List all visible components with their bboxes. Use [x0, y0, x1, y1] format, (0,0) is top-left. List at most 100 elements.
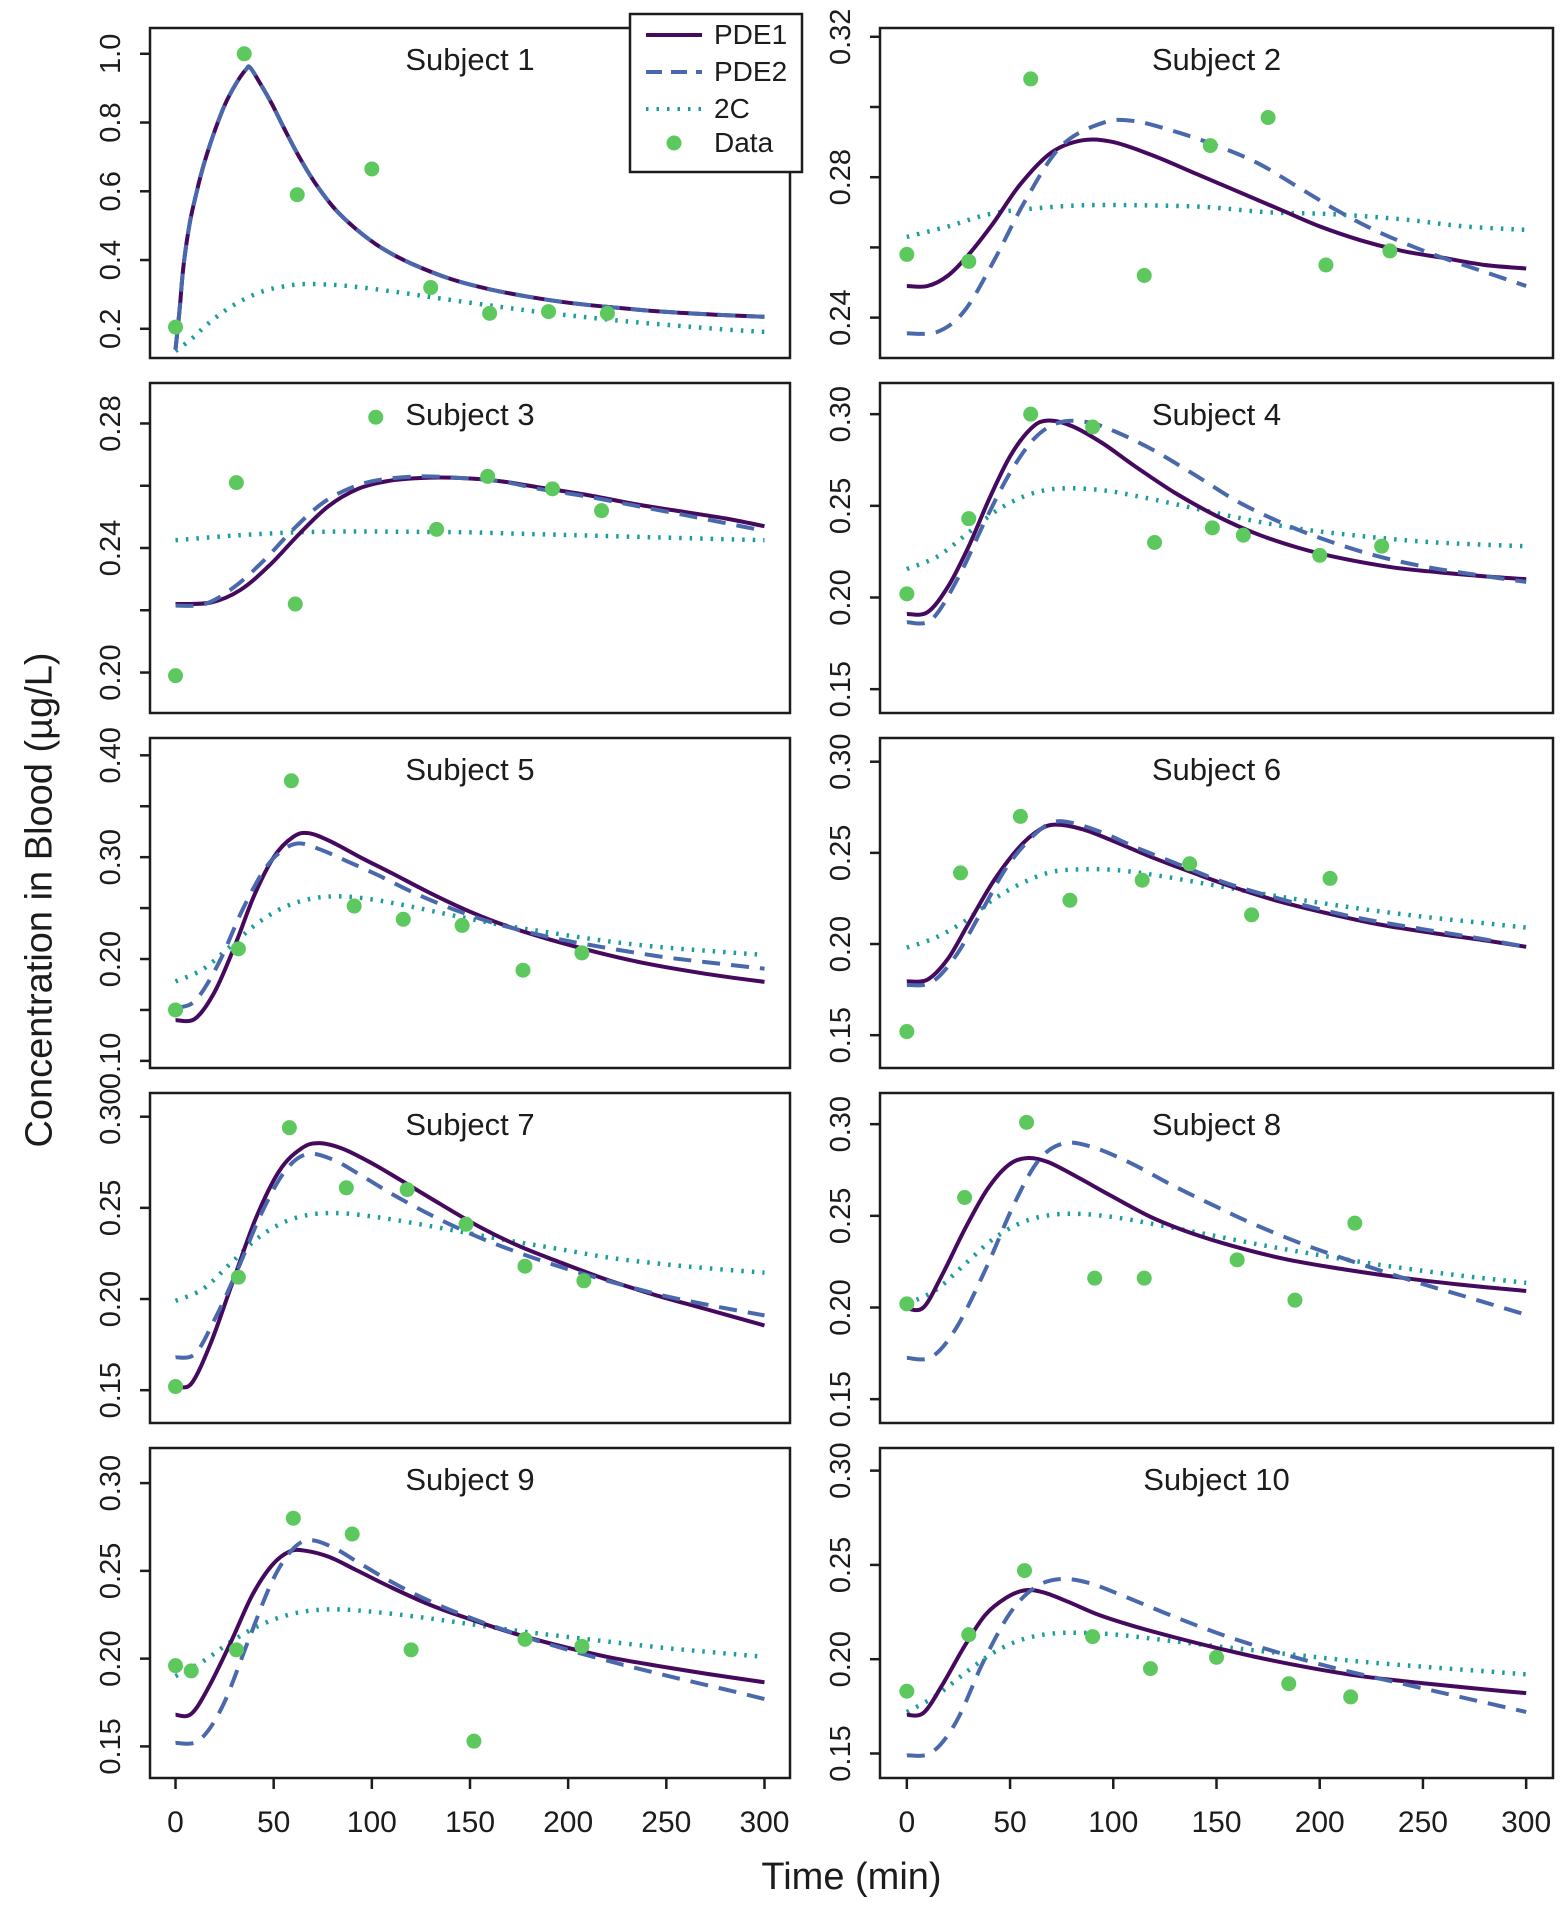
data-point [599, 305, 615, 321]
panel-subject-8: Subject 8 0.15 0.20 0.25 0.30 [825, 1091, 1555, 1427]
panel-subject-9: Subject 9 0.15 0.20 0.25 0.30 0 50 100 150 200 250… [95, 1446, 792, 1839]
y-tick-label: 0.15 [825, 661, 857, 717]
y-tick-label: 1.0 [95, 34, 127, 74]
curve-twoc [905, 1630, 1527, 1714]
y-tick-label: 0.20 [825, 1631, 857, 1687]
data-point [1343, 1689, 1359, 1705]
data-point [1134, 872, 1150, 888]
data-point [423, 280, 439, 296]
y-tick-label: 0.20 [95, 644, 127, 700]
x-tick-label: 200 [543, 1806, 593, 1839]
y-tick-label: 0.20 [95, 1630, 127, 1686]
y-tick-label: 0.30 [825, 733, 857, 789]
panel-subject-4: Subject 4 0.15 0.20 0.25 0.30 [825, 381, 1555, 717]
data-point [1318, 257, 1334, 273]
y-tick-label: 0.40 [95, 727, 127, 783]
data-point [961, 253, 977, 269]
data-point [1023, 71, 1039, 87]
y-tick-label: 0.15 [95, 1718, 127, 1774]
data-point [466, 1733, 482, 1749]
data-point [1023, 406, 1039, 422]
data-point [228, 1642, 244, 1658]
curve-pde2 [175, 1538, 765, 1746]
curve-pde2 [906, 117, 1527, 336]
data-point [289, 187, 305, 203]
data-point [1229, 1252, 1245, 1268]
panel-subject-2: Subject 2 0.24 0.28 0.32 [825, 9, 1555, 360]
curve-pde1 [906, 822, 1527, 984]
y-tick-label: 0.15 [95, 1362, 127, 1418]
panel-title: Subject 8 [1152, 1107, 1281, 1142]
plot-frame [878, 381, 1555, 715]
data-point [594, 503, 610, 519]
data-point [399, 1182, 415, 1198]
panel-subject-7: Subject 7 0.15 0.20 0.25 0.30 [95, 1088, 792, 1425]
plot-frame [148, 1091, 792, 1425]
x-tick-label: 150 [445, 1806, 495, 1839]
data-point [515, 962, 531, 978]
data-point [168, 1002, 184, 1018]
data-point [480, 468, 496, 484]
y-tick-label: 0.25 [825, 1188, 857, 1244]
data-point [1136, 1270, 1152, 1286]
data-point [1374, 538, 1390, 554]
legend-box [628, 12, 804, 174]
data-point [168, 1658, 184, 1674]
data-point [1012, 808, 1028, 824]
data-point [403, 1642, 419, 1658]
data-point [899, 1683, 915, 1699]
data-point [1017, 1563, 1033, 1579]
panel-title: Subject 1 [405, 42, 534, 77]
y-axis-label: Concentration in Blood (µg/L) [18, 652, 61, 1148]
y-tick-label: 0.15 [825, 1371, 857, 1427]
curve-twoc [174, 281, 765, 353]
data-point [344, 1526, 360, 1542]
plot-frame [878, 1446, 1555, 1780]
x-tick-label: 50 [257, 1806, 290, 1839]
data-point [899, 1024, 915, 1040]
plot-frame [148, 1446, 792, 1780]
curve-pde1 [906, 1155, 1527, 1313]
data-point [1087, 1270, 1103, 1286]
curve-twoc [174, 1210, 765, 1303]
curve-twoc [174, 894, 765, 984]
panel-title: Subject 3 [405, 397, 534, 432]
panel-title: Subject 9 [405, 1462, 534, 1497]
y-tick-label: 0.30 [825, 1442, 857, 1498]
data-point [1019, 1114, 1035, 1130]
curve-pde1 [175, 1547, 765, 1719]
x-tick-label: 250 [1398, 1806, 1448, 1839]
data-point [429, 521, 445, 537]
data-point [899, 586, 915, 602]
data-point [1260, 110, 1276, 126]
y-tick-label: 0.20 [825, 569, 857, 625]
data-point [517, 1631, 533, 1647]
y-tick-label: 0.25 [825, 1537, 857, 1593]
curve-pde1 [906, 418, 1527, 617]
legend-label: PDE2 [714, 56, 787, 87]
panel-title: Subject 7 [405, 1107, 534, 1142]
y-tick-label: 0.28 [95, 395, 127, 451]
data-point [285, 1510, 301, 1526]
data-point [287, 596, 303, 612]
data-point [228, 475, 244, 491]
data-point [230, 1269, 246, 1285]
y-tick-label: 0.25 [95, 1543, 127, 1599]
x-tick-label: 300 [739, 1806, 789, 1839]
data-point [283, 773, 299, 789]
y-tick-label: 0.30 [95, 829, 127, 885]
y-tick-label: 0.24 [825, 289, 857, 345]
legend-label: PDE1 [714, 19, 787, 50]
data-point [576, 1273, 592, 1289]
curve-pde2 [906, 418, 1527, 626]
data-point [364, 161, 380, 177]
data-point [544, 481, 560, 497]
plot-frame [878, 26, 1555, 360]
y-tick-label: 0.4 [95, 240, 127, 280]
panel-title: Subject 6 [1152, 752, 1281, 787]
plot-frame [878, 1091, 1555, 1425]
data-point [517, 1258, 533, 1274]
y-tick-label: 0.25 [825, 478, 857, 534]
